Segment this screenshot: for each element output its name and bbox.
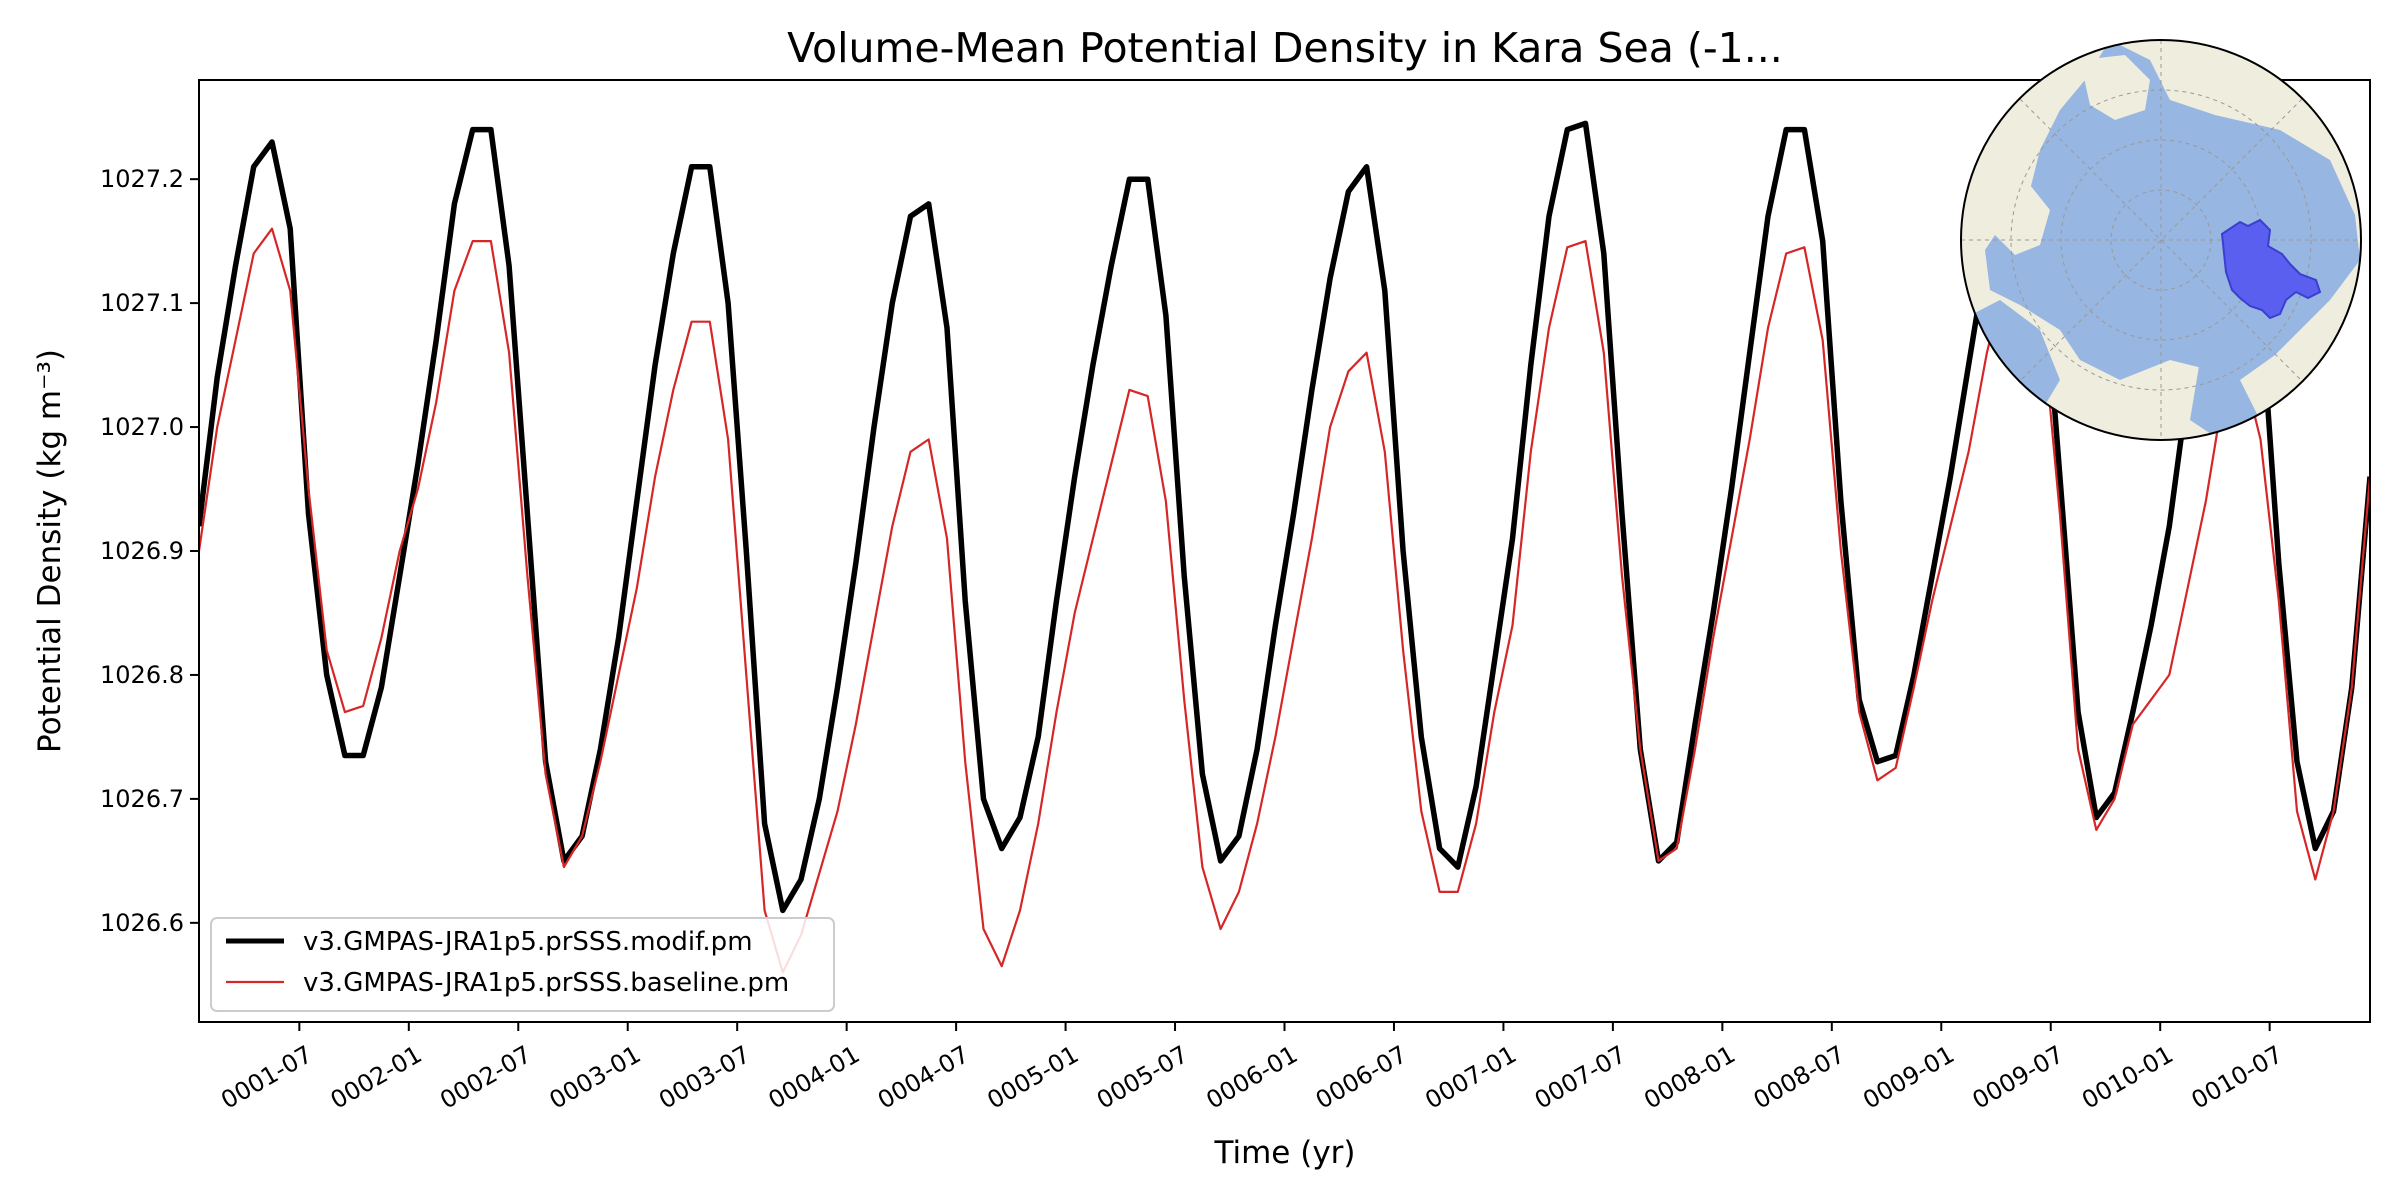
x-tick-label: 0004-01 (764, 1040, 865, 1114)
graticule-meridian-diag1 (2019, 98, 2303, 382)
legend-label-modif: v3.GMPAS-JRA1p5.prSSS.modif.pm (303, 927, 753, 957)
x-tick-label: 0005-07 (1092, 1040, 1193, 1114)
x-tick-label: 0010-01 (2077, 1040, 2178, 1114)
inset-globe-border (1960, 39, 2362, 441)
x-axis-title: Time (yr) (1214, 1135, 1356, 1171)
x-tick-label: 0004-07 (873, 1040, 974, 1114)
x-tick-label: 0005-01 (983, 1040, 1084, 1114)
chart-title: Volume-Mean Potential Density in Kara Se… (787, 24, 1783, 72)
kara-sea-region (2220, 218, 2322, 320)
x-tick-label: 0001-07 (216, 1040, 317, 1114)
x-tick-label: 0006-07 (1311, 1040, 1412, 1114)
inset-polar-map (1960, 39, 2362, 441)
y-tick-label: 1027.1 (100, 289, 184, 317)
graticule-meridian-diag2 (2019, 98, 2303, 382)
y-tick-label: 1027.2 (100, 165, 184, 193)
legend-label-baseline: v3.GMPAS-JRA1p5.prSSS.baseline.pm (303, 968, 789, 998)
x-tick-label: 0008-07 (1749, 1040, 1850, 1114)
x-tick-label: 0009-01 (1858, 1040, 1959, 1114)
y-tick-label: 1026.7 (100, 785, 184, 813)
canadian-archipelago-shape (1995, 185, 2050, 255)
y-tick-label: 1027.0 (100, 413, 184, 441)
x-tick-label: 0002-01 (326, 1040, 427, 1114)
legend: v3.GMPAS-JRA1p5.prSSS.modif.pm v3.GMPAS-… (210, 917, 835, 1012)
x-tick-label: 0006-01 (1201, 1040, 1302, 1114)
x-tick-label: 0008-01 (1639, 1040, 1740, 1114)
x-tick-label: 0003-07 (654, 1040, 755, 1114)
y-axis-title: Potential Density (kg m⁻³) (32, 349, 68, 753)
x-tick-label: 0007-01 (1420, 1040, 1521, 1114)
x-tick-label: 0002-07 (435, 1040, 536, 1114)
x-axis-ticks: 0001-07 0002-01 0002-07 0003-01 0003-07 0004-… (216, 1022, 2287, 1115)
y-tick-label: 1026.9 (100, 537, 184, 565)
y-tick-label: 1026.6 (100, 909, 184, 937)
y-tick-label: 1026.8 (100, 661, 184, 689)
x-tick-label: 0003-01 (545, 1040, 646, 1114)
legend-box (210, 917, 835, 1012)
x-tick-label: 0007-07 (1530, 1040, 1631, 1114)
y-axis-ticks: 1026.6 1026.7 1026.8 1026.9 1027.0 1027.1 1027… (100, 165, 199, 937)
pacific-ocean-shape (2190, 360, 2260, 440)
x-tick-label: 0010-07 (2187, 1040, 2288, 1114)
x-tick-label: 0009-07 (1968, 1040, 2069, 1114)
